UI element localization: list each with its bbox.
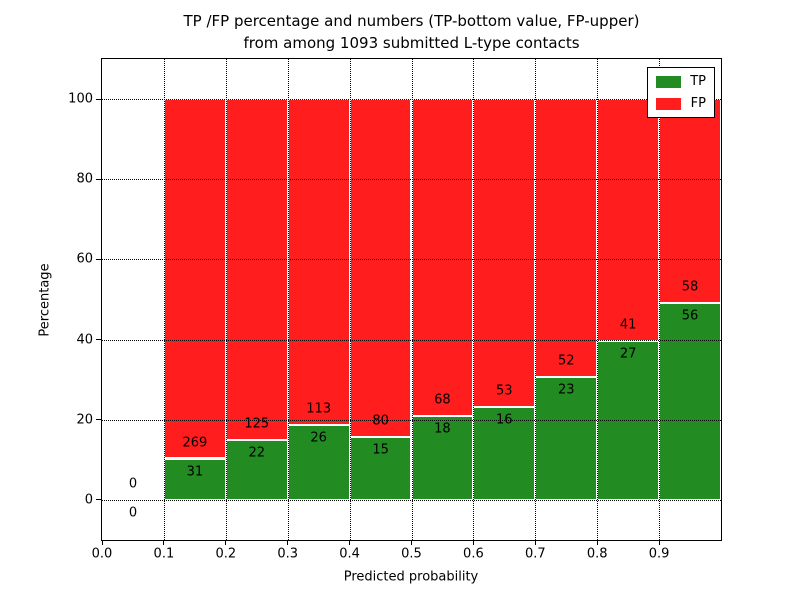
bar-fp-segment	[597, 99, 660, 341]
bar-fp-count-label: 269	[182, 435, 208, 450]
bar-fp-count-label: 41	[619, 317, 637, 333]
bar-tp-count-label: 22	[248, 445, 266, 461]
x-tick-label: 0.6	[463, 546, 484, 562]
legend-tp-color-swatch	[656, 75, 681, 88]
x-tick-mark	[287, 540, 289, 545]
x-tick-mark	[472, 540, 474, 545]
chart-title-line-2: from among 1093 submitted L-type contact…	[243, 34, 580, 52]
x-tick-mark	[163, 540, 165, 545]
legend-fp-color-swatch	[656, 97, 681, 110]
bar-fp-count-label: 125	[244, 416, 270, 432]
gridline-vertical	[163, 59, 165, 540]
bar-tp-count-label: 15	[372, 442, 389, 458]
chart-title: TP /FP percentage and numbers (TP-bottom…	[102, 10, 721, 54]
x-tick-label: 0.4	[339, 546, 360, 562]
plot-area: TP FP 0 0 269 31 125 22 113 26 80 15 68 18 53 16 52 23 4…	[68, 58, 722, 562]
bar-fp-segment	[287, 99, 350, 425]
gridline-vertical	[535, 59, 537, 540]
gridline-vertical	[597, 59, 599, 540]
y-tick-label: 80	[76, 171, 93, 187]
x-tick-label: 0.1	[153, 546, 175, 562]
bar-tp-count-label: 0	[128, 505, 138, 521]
x-tick-mark	[225, 540, 227, 545]
y-tick-mark	[95, 258, 101, 260]
legend-tp-label: TP	[690, 74, 706, 89]
bar-fp-count-label: 68	[434, 392, 451, 408]
bar-tp-segment	[473, 407, 536, 500]
x-tick-label: 0.7	[524, 546, 546, 562]
legend-fp-label: FP	[690, 96, 706, 111]
gridline-vertical	[349, 59, 351, 540]
y-axis-label: Percentage	[37, 263, 53, 337]
y-tick-mark	[95, 419, 101, 421]
x-tick-label: 0.5	[401, 546, 422, 562]
x-tick-mark	[349, 540, 351, 545]
bar-fp-segment	[659, 99, 721, 303]
gridline-vertical	[411, 59, 413, 540]
x-tick-label: 0.8	[586, 546, 608, 562]
bar-fp-segment	[163, 99, 226, 459]
bar-fp-count-label: 53	[496, 383, 513, 399]
gridline-vertical	[659, 59, 661, 540]
gridline-vertical	[225, 59, 227, 540]
legend: TP FP	[647, 67, 715, 118]
bar-fp-count-label: 113	[306, 401, 332, 417]
legend-item-fp: FP	[656, 97, 706, 110]
bar-fp-segment	[473, 99, 536, 407]
bar-fp-count-label: 80	[372, 413, 389, 429]
y-tick-label: 0	[84, 492, 93, 508]
bar-tp-segment	[163, 458, 226, 500]
y-tick-label: 100	[68, 91, 93, 107]
bar-tp-segment	[225, 439, 288, 500]
legend-item-tp: TP	[656, 75, 706, 88]
bar-tp-count-label: 56	[681, 308, 699, 324]
gridline-vertical	[287, 59, 289, 540]
x-tick-mark	[658, 540, 660, 545]
y-tick-label: 40	[76, 332, 93, 348]
bar-tp-count-label: 26	[310, 430, 327, 446]
x-tick-mark	[596, 540, 598, 545]
x-tick-label: 0.3	[277, 546, 299, 562]
x-tick-mark	[411, 540, 412, 545]
bar-tp-count-label: 27	[619, 346, 637, 362]
bar-tp-segment	[349, 436, 412, 500]
chart-title-line-1: TP /FP percentage and numbers (TP-bottom…	[183, 12, 640, 30]
x-tick-mark	[101, 540, 103, 545]
y-tick-mark	[95, 339, 101, 341]
y-tick-label: 20	[76, 412, 93, 428]
bar-fp-segment	[349, 99, 412, 437]
bar-tp-count-label: 18	[434, 421, 451, 437]
y-tick-mark	[95, 98, 101, 100]
x-axis-label: Predicted probability	[343, 569, 479, 585]
bar-fp-segment	[225, 99, 288, 440]
bar-tp-count-label: 23	[558, 382, 575, 398]
bar-tp-segment	[659, 303, 721, 500]
y-tick-mark	[95, 499, 101, 501]
gridline-vertical	[473, 59, 475, 540]
y-tick-mark	[95, 178, 101, 180]
bar-fp-count-label: 0	[128, 476, 138, 492]
bar-tp-count-label: 16	[496, 412, 513, 428]
x-tick-label: 0.0	[91, 546, 113, 562]
bar-fp-segment	[535, 99, 598, 377]
bar-fp-count-label: 52	[558, 353, 575, 369]
y-tick-label: 60	[76, 251, 93, 267]
x-tick-label: 0.2	[215, 546, 237, 562]
x-tick-label: 0.9	[648, 546, 670, 562]
x-tick-mark	[534, 540, 536, 545]
bar-tp-count-label: 31	[186, 464, 204, 479]
bar-fp-segment	[411, 99, 474, 416]
bar-fp-count-label: 58	[681, 279, 699, 295]
